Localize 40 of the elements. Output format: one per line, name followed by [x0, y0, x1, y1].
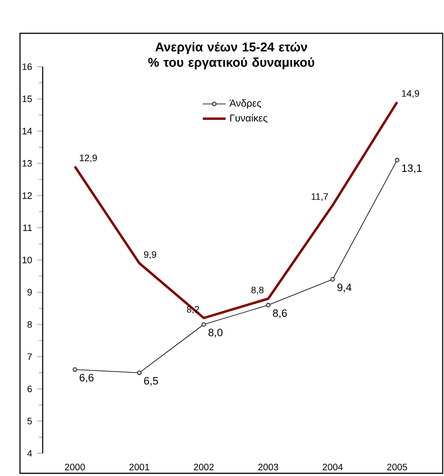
legend-label: Άνδρες — [229, 99, 262, 109]
data-label: 9,9 — [144, 251, 156, 259]
data-label: 8,8 — [251, 286, 264, 294]
legend-label: Γυναίκες — [230, 114, 268, 124]
x-tick-label: 2004 — [322, 464, 343, 470]
point — [266, 302, 270, 308]
data-label: 14,9 — [402, 90, 420, 98]
x-tick-label: 2002 — [194, 464, 214, 470]
y-tick-label: 10 — [22, 256, 32, 264]
data-label: 8,0 — [208, 328, 222, 338]
data-label: 8,6 — [272, 309, 287, 318]
chart-title: Ανεργία νέων 15-24 ετών % του εργατικού δυναμικού — [148, 42, 314, 70]
data-label: 6,6 — [80, 374, 94, 383]
y-tick-label: 8 — [27, 321, 32, 328]
x-tick-label: 2005 — [387, 464, 408, 470]
point — [330, 277, 335, 282]
data-label: 6,5 — [144, 377, 158, 386]
y-tick-label: 16 — [22, 63, 32, 70]
y-tick-label: 9 — [28, 288, 32, 296]
data-label: 9,4 — [337, 284, 352, 292]
point — [137, 370, 142, 375]
y-tick-label: 15 — [22, 96, 32, 102]
line-series — [74, 100, 398, 320]
y-tick-label: 14 — [22, 128, 32, 134]
y-tick-label: 4 — [27, 450, 32, 457]
y-tick-label: 13 — [22, 160, 32, 167]
y-tick-label: 12 — [22, 192, 32, 199]
x-tick-label: 2003 — [258, 464, 278, 470]
point — [72, 367, 78, 372]
y-tick-label: 6 — [28, 386, 32, 392]
point — [394, 158, 400, 162]
y-tick-label: 7 — [28, 353, 32, 360]
x-tick-label: 2001 — [129, 464, 150, 470]
data-label: 12,9 — [80, 154, 97, 162]
data-label: 13,1 — [402, 164, 422, 174]
y-tick-label: 5 — [27, 418, 32, 424]
x-tick-label: 2000 — [64, 464, 85, 470]
point — [202, 322, 206, 327]
y-tick-label: 11 — [23, 224, 32, 231]
data-label: 11,7 — [312, 193, 328, 201]
